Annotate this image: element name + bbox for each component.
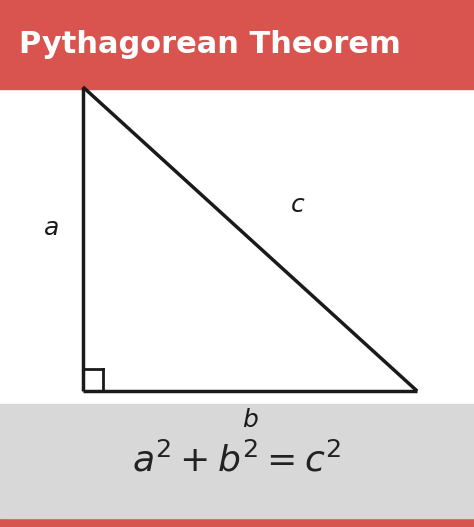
Bar bbox=[0, 404, 474, 518]
Text: Pythagorean Theorem: Pythagorean Theorem bbox=[19, 30, 401, 59]
Text: a: a bbox=[45, 217, 60, 240]
Bar bbox=[0, 518, 474, 527]
Bar bbox=[0, 0, 474, 89]
Text: $a^2 + b^2 = c^2$: $a^2 + b^2 = c^2$ bbox=[132, 443, 342, 479]
Text: c: c bbox=[291, 193, 304, 217]
Text: b: b bbox=[242, 408, 258, 432]
